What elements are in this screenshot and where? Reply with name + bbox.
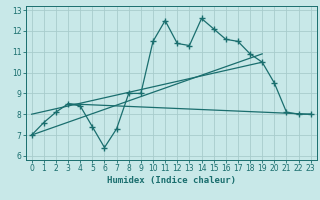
X-axis label: Humidex (Indice chaleur): Humidex (Indice chaleur) (107, 176, 236, 185)
